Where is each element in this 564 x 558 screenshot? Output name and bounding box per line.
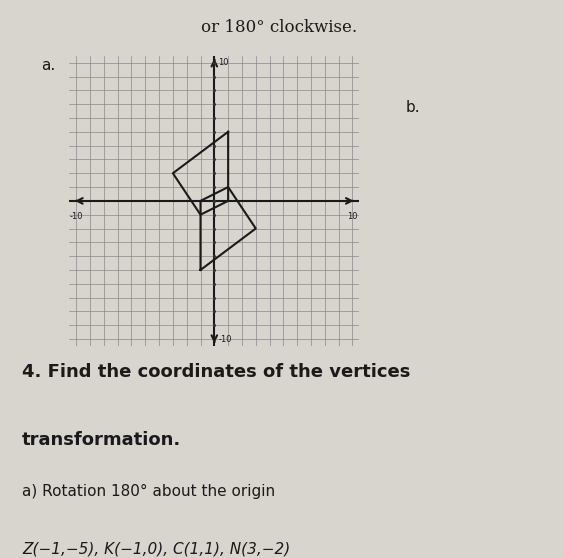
Text: 4. Find the coordinates of the vertices: 4. Find the coordinates of the vertices (22, 363, 411, 381)
Text: transformation.: transformation. (22, 431, 182, 449)
Text: 10: 10 (218, 58, 229, 67)
Text: Z(−1,−5), K(−1,0), C(1,1), N(3,−2): Z(−1,−5), K(−1,0), C(1,1), N(3,−2) (22, 541, 290, 556)
Text: -10: -10 (69, 212, 83, 221)
Text: a.: a. (42, 57, 56, 73)
Text: -10: -10 (218, 335, 232, 344)
Text: b.: b. (406, 99, 421, 114)
Text: a) Rotation 180° about the origin: a) Rotation 180° about the origin (22, 484, 275, 499)
Text: or 180° clockwise.: or 180° clockwise. (201, 20, 357, 36)
Text: 10: 10 (347, 212, 358, 221)
